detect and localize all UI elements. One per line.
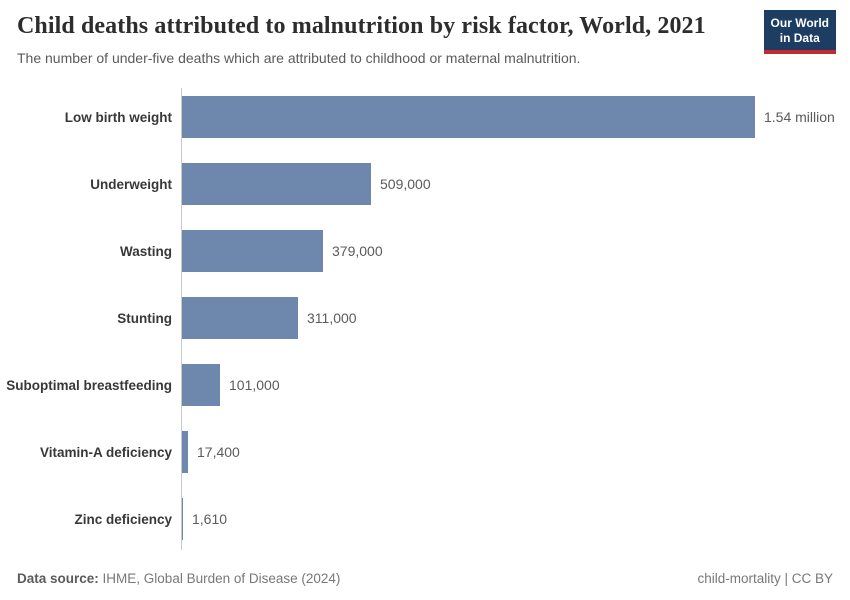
value-label: 509,000 (380, 176, 431, 192)
bar-row: Low birth weight 1.54 million (0, 96, 850, 138)
value-label: 1.54 million (764, 109, 835, 125)
bar-row: Stunting 311,000 (0, 297, 850, 339)
category-label: Zinc deficiency (74, 511, 172, 527)
category-label: Low birth weight (64, 109, 172, 125)
category-label: Wasting (120, 243, 172, 259)
owid-logo-line2: in Data (779, 31, 820, 45)
value-label: 379,000 (332, 243, 383, 259)
category-label: Stunting (117, 310, 172, 326)
bar-row: Vitamin-A deficiency 17,400 (0, 431, 850, 473)
bar[interactable] (182, 230, 323, 272)
bar[interactable] (182, 364, 220, 406)
bar-chart: Low birth weight 1.54 million Underweight 5… (0, 88, 850, 551)
value-label: 101,000 (229, 377, 280, 393)
bar-row: Wasting 379,000 (0, 230, 850, 272)
bar[interactable] (182, 96, 755, 138)
category-label: Suboptimal breastfeeding (6, 377, 172, 393)
chart-subtitle: The number of under-five deaths which ar… (17, 50, 581, 66)
owid-logo[interactable]: Our World in Data (763, 10, 836, 54)
bar[interactable] (182, 297, 298, 339)
bar-row: Underweight 509,000 (0, 163, 850, 205)
bar[interactable] (182, 163, 371, 205)
bar[interactable] (182, 498, 183, 540)
owid-logo-line1: Our World (770, 16, 829, 30)
bar-row: Zinc deficiency 1,610 (0, 498, 850, 540)
bar-row: Suboptimal breastfeeding 101,000 (0, 364, 850, 406)
category-label: Vitamin-A deficiency (39, 444, 172, 460)
y-axis-line (181, 88, 182, 550)
data-source-note: Data source: IHME, Global Burden of Dise… (17, 571, 340, 586)
value-label: 17,400 (197, 444, 240, 460)
bar[interactable] (182, 431, 188, 473)
data-source-text[interactable]: IHME, Global Burden of Disease (2024) (102, 571, 341, 586)
bar-rows: Low birth weight 1.54 million Underweight 5… (0, 96, 850, 565)
category-label: Underweight (90, 176, 172, 192)
chart-title: Child deaths attributed to malnutrition … (17, 13, 706, 39)
license-credit[interactable]: child-mortality | CC BY (697, 571, 833, 586)
value-label: 311,000 (307, 310, 357, 326)
value-label: 1,610 (192, 511, 228, 527)
chart-footer: Data source: IHME, Global Burden of Dise… (17, 571, 833, 586)
data-source-label: Data source: (17, 571, 99, 586)
